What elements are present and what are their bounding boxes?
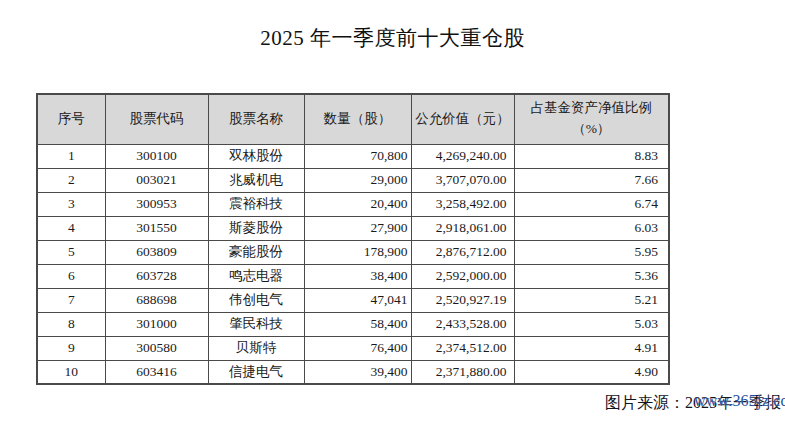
- cell: 3,258,492.00: [411, 192, 514, 216]
- cell: 70,800: [304, 144, 411, 168]
- cell: 6.03: [514, 216, 669, 240]
- cell: 6.74: [514, 192, 669, 216]
- cell: 5.36: [514, 264, 669, 288]
- cell: 003021: [105, 168, 208, 192]
- caption-source-wrap: 2025年一季报www.365jz.com: [685, 393, 781, 414]
- cell: 603728: [105, 264, 208, 288]
- cell: 4: [37, 216, 105, 240]
- cell: 300580: [105, 336, 208, 360]
- table-row: 4301550斯菱股份27,9002,918,061.006.03: [37, 216, 669, 240]
- table-row: 5603809豪能股份178,9002,876,712.005.95: [37, 240, 669, 264]
- table-row: 10603416信捷电气39,4002,371,880.004.90: [37, 360, 669, 384]
- cell: 5.21: [514, 288, 669, 312]
- table-row: 3300953震裕科技20,4003,258,492.006.74: [37, 192, 669, 216]
- column-header-fair_value: 公允价值（元）: [411, 94, 514, 144]
- cell: 603416: [105, 360, 208, 384]
- column-header-label: 股票代码: [108, 109, 206, 130]
- cell: 5: [37, 240, 105, 264]
- cell: 肇民科技: [208, 312, 304, 336]
- cell: 斯菱股份: [208, 216, 304, 240]
- cell: 2,876,712.00: [411, 240, 514, 264]
- column-header-label-line2: （%）: [517, 119, 667, 140]
- cell: 76,400: [304, 336, 411, 360]
- cell: 2: [37, 168, 105, 192]
- cell: 兆威机电: [208, 168, 304, 192]
- column-header-label: 数量（股）: [307, 109, 409, 130]
- cell: 301000: [105, 312, 208, 336]
- cell: 603809: [105, 240, 208, 264]
- cell: 7.66: [514, 168, 669, 192]
- caption: 图片来源：2025年一季报www.365jz.com: [605, 393, 781, 414]
- cell: 2,592,000.00: [411, 264, 514, 288]
- cell: 301550: [105, 216, 208, 240]
- column-header-code: 股票代码: [105, 94, 208, 144]
- cell: 4,269,240.00: [411, 144, 514, 168]
- cell: 38,400: [304, 264, 411, 288]
- cell: 178,900: [304, 240, 411, 264]
- cell: 2,918,061.00: [411, 216, 514, 240]
- table-row: 6603728鸣志电器38,4002,592,000.005.36: [37, 264, 669, 288]
- cell: 1: [37, 144, 105, 168]
- column-header-label: 公允价值（元）: [414, 109, 512, 130]
- cell: 20,400: [304, 192, 411, 216]
- cell: 58,400: [304, 312, 411, 336]
- cell: 5.95: [514, 240, 669, 264]
- table-row: 9300580贝斯特76,4002,374,512.004.91: [37, 336, 669, 360]
- cell: 7: [37, 288, 105, 312]
- cell: 300953: [105, 192, 208, 216]
- caption-prefix: 图片来源：: [605, 394, 685, 411]
- column-header-index: 序号: [37, 94, 105, 144]
- cell: 8.83: [514, 144, 669, 168]
- cell: 3,707,070.00: [411, 168, 514, 192]
- cell: 9: [37, 336, 105, 360]
- cell: 47,041: [304, 288, 411, 312]
- cell: 震裕科技: [208, 192, 304, 216]
- cell: 2,433,528.00: [411, 312, 514, 336]
- column-header-nav_pct: 占基金资产净值比例（%）: [514, 94, 669, 144]
- table-row: 2003021兆威机电29,0003,707,070.007.66: [37, 168, 669, 192]
- cell: 10: [37, 360, 105, 384]
- column-header-label: 占基金资产净值比例: [517, 98, 667, 119]
- table-row: 1300100双林股份70,8004,269,240.008.83: [37, 144, 669, 168]
- cell: 豪能股份: [208, 240, 304, 264]
- cell: 伟创电气: [208, 288, 304, 312]
- cell: 鸣志电器: [208, 264, 304, 288]
- holdings-table: 序号股票代码股票名称数量（股）公允价值（元）占基金资产净值比例（%） 13001…: [36, 93, 670, 385]
- column-header-label: 序号: [40, 109, 103, 130]
- column-header-label: 股票名称: [211, 109, 302, 130]
- cell: 2,371,880.00: [411, 360, 514, 384]
- column-header-quantity: 数量（股）: [304, 94, 411, 144]
- table-row: 7688698伟创电气47,0412,520,927.195.21: [37, 288, 669, 312]
- table-row: 8301000肇民科技58,4002,433,528.005.03: [37, 312, 669, 336]
- column-header-name: 股票名称: [208, 94, 304, 144]
- cell: 双林股份: [208, 144, 304, 168]
- cell: 6: [37, 264, 105, 288]
- cell: 4.90: [514, 360, 669, 384]
- header-row: 序号股票代码股票名称数量（股）公允价值（元）占基金资产净值比例（%）: [37, 94, 669, 144]
- table-body: 1300100双林股份70,8004,269,240.008.832003021…: [37, 144, 669, 384]
- cell: 8: [37, 312, 105, 336]
- cell: 2,520,927.19: [411, 288, 514, 312]
- cell: 300100: [105, 144, 208, 168]
- cell: 39,400: [304, 360, 411, 384]
- cell: 信捷电气: [208, 360, 304, 384]
- cell: 贝斯特: [208, 336, 304, 360]
- cell: 2,374,512.00: [411, 336, 514, 360]
- page-title: 2025 年一季度前十大重仓股: [0, 24, 785, 52]
- cell: 5.03: [514, 312, 669, 336]
- cell: 3: [37, 192, 105, 216]
- cell: 27,900: [304, 216, 411, 240]
- cell: 29,000: [304, 168, 411, 192]
- cell: 4.91: [514, 336, 669, 360]
- cell: 688698: [105, 288, 208, 312]
- watermark-text: www.365jz.com: [694, 392, 785, 410]
